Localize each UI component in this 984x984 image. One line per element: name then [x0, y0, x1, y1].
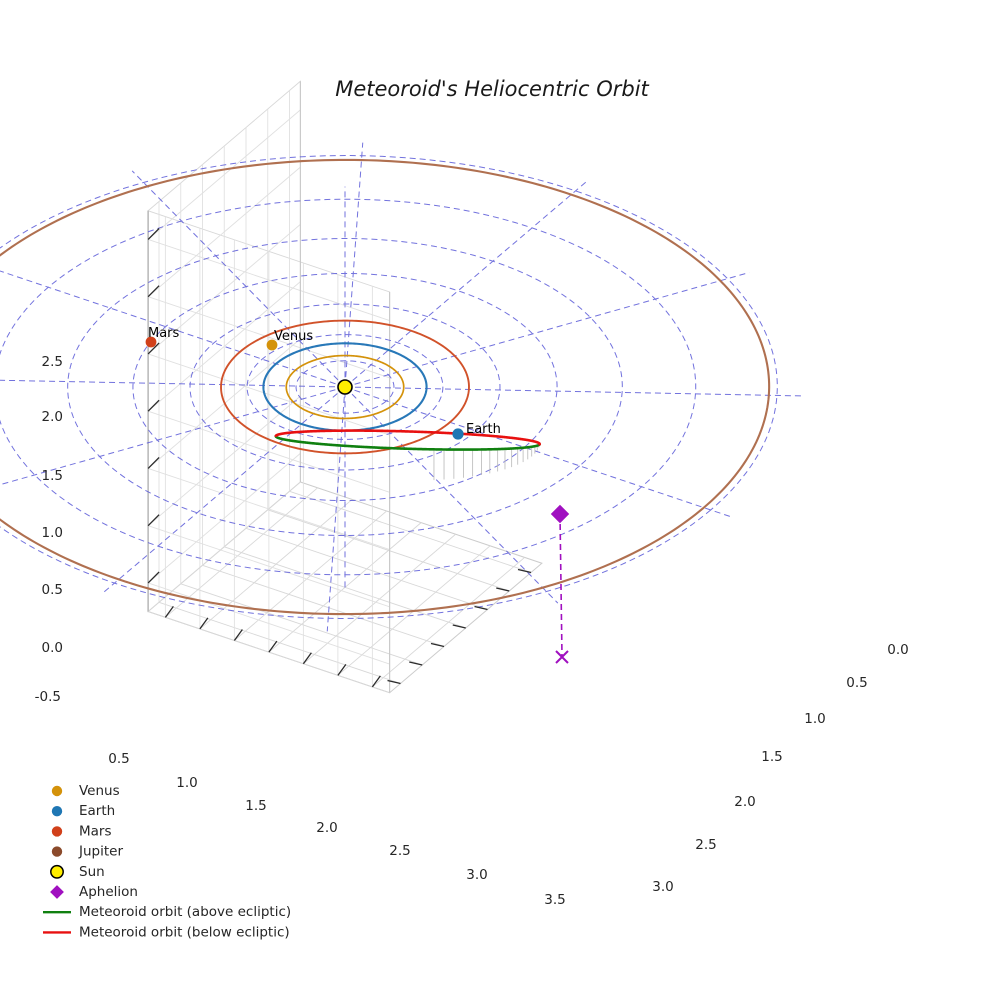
legend-item-sun[interactable]: Sun: [50, 864, 105, 880]
axis-tick-label: 2.0: [42, 409, 63, 425]
legend-item-label: Sun: [79, 864, 105, 880]
axis-tick-label: 2.0: [734, 794, 755, 810]
legend-marker-circle-icon: [50, 864, 64, 879]
legend-item-venus[interactable]: Venus: [51, 783, 120, 799]
axis-tick-label: 1.5: [245, 798, 266, 814]
aphelion-drop-line: [555, 513, 569, 664]
chart-title: Meteoroid's Heliocentric Orbit: [335, 77, 649, 101]
legend-item-label: Meteoroid orbit (above ecliptic): [79, 904, 291, 920]
axis-tick-label: 2.5: [389, 843, 410, 859]
axis-tick-label: 3.0: [652, 879, 673, 895]
legend-item-label: Aphelion: [79, 884, 138, 900]
chart-legend[interactable]: Venus Earth Mars Jupiter Sun Aphelion Meteoroi…: [43, 783, 291, 940]
body-label-venus: Venus: [274, 329, 313, 344]
axis-tick-label: 2.5: [42, 354, 63, 370]
legend-marker-circle-icon: [51, 785, 63, 797]
axis-tick-label: 0.0: [887, 642, 908, 658]
legend-item-meteoroid-orbit-above-ecliptic[interactable]: Meteoroid orbit (above ecliptic): [43, 904, 291, 920]
axis-tick-labels: 0.5 1.0 1.5 2.0 2.5 3.0 3.5 0.0 0.5 1.0 1.5 2.0 2.5 3…: [35, 354, 909, 908]
legend-marker-circle-icon: [51, 846, 63, 857]
legend-item-aphelion[interactable]: Aphelion: [50, 884, 138, 900]
legend-item-label: Meteoroid orbit (below ecliptic): [79, 924, 290, 940]
legend-item-label: Earth: [79, 803, 115, 819]
legend-marker-diamond-icon: [50, 885, 64, 899]
planet-orbit-rings: [0, 158, 771, 616]
legend-item-label: Venus: [79, 783, 120, 799]
legend-marker-circle-icon: [51, 826, 63, 837]
axis-tick-label: 2.0: [316, 820, 337, 836]
axis-tick-label: 1.5: [42, 468, 63, 484]
body-label-earth: Earth: [466, 422, 501, 437]
axis-tick-label: 3.0: [466, 867, 487, 883]
body-markers: [145, 336, 570, 524]
axis-tick-label: 3.5: [544, 892, 565, 908]
axes-panes: [147, 80, 543, 694]
body-annotations: Mars Venus Earth: [148, 326, 501, 437]
body-label-mars: Mars: [148, 326, 180, 341]
legend-item-jupiter[interactable]: Jupiter: [51, 844, 123, 860]
legend-item-mars[interactable]: Mars: [51, 823, 112, 839]
legend-item-meteoroid-orbit-below-ecliptic[interactable]: Meteoroid orbit (below ecliptic): [43, 924, 290, 940]
axis-tick-label: 0.5: [42, 582, 63, 598]
axis-tick-marks: [147, 227, 532, 688]
axis-tick-label: 1.0: [176, 775, 197, 791]
axis-tick-label: 0.0: [42, 640, 63, 656]
axis-tick-label: 1.0: [804, 711, 825, 727]
legend-item-label: Mars: [79, 823, 112, 839]
axis-tick-label: 1.0: [42, 525, 63, 541]
legend-item-earth[interactable]: Earth: [51, 803, 115, 819]
axis-tick-label: 1.5: [761, 749, 782, 765]
axis-tick-label: -0.5: [35, 689, 61, 705]
axis-tick-label: 0.5: [108, 751, 129, 767]
legend-item-label: Jupiter: [78, 844, 123, 860]
axis-tick-label: 2.5: [695, 837, 716, 853]
meteoroid-orbit-track: [274, 429, 541, 451]
meteoroid-drop-lines: [433, 445, 540, 481]
polar-grid-overlay: [0, 142, 802, 632]
axis-tick-label: 0.5: [846, 675, 867, 691]
legend-marker-circle-icon: [51, 806, 63, 817]
